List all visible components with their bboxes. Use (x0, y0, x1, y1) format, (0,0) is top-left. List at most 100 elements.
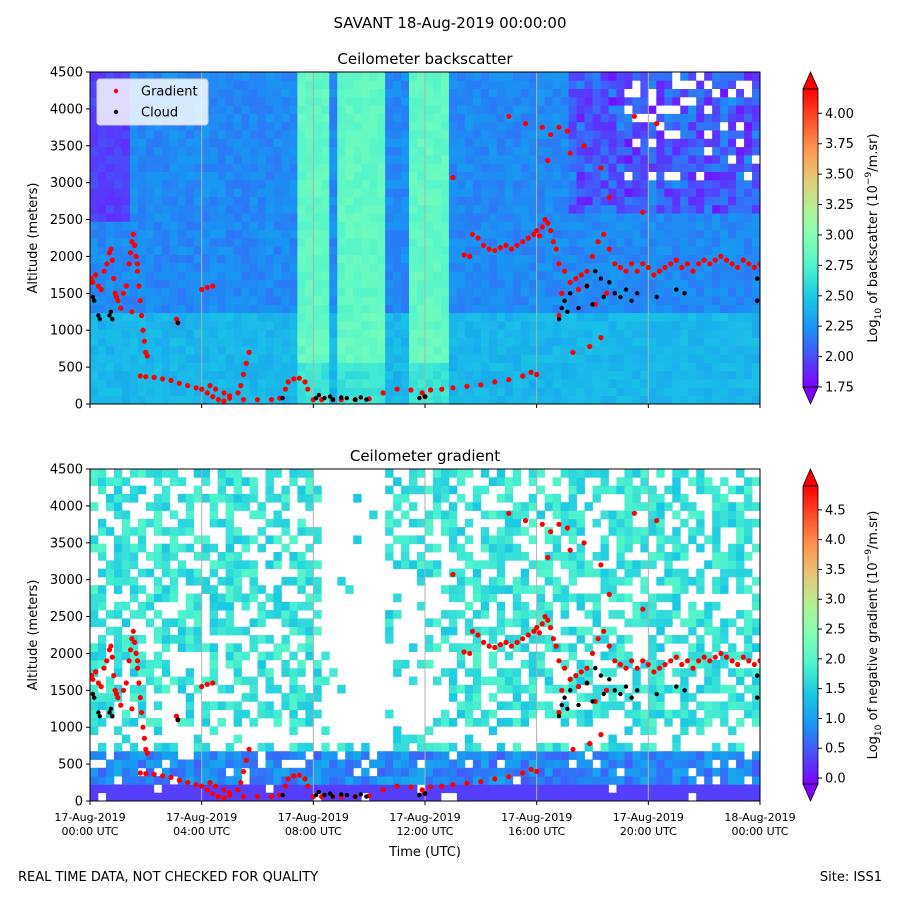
gradient-point (243, 360, 249, 366)
gradient-point (450, 571, 456, 578)
gradient-point (617, 264, 624, 271)
y-tick-label: 3500 (50, 139, 83, 154)
gradient-point (506, 377, 512, 383)
gradient-point (240, 397, 247, 403)
cloud-point (607, 280, 612, 285)
gradient-point (553, 246, 559, 252)
y-tick-label: 4500 (50, 66, 83, 81)
x-tick-time: 00:00 UTC (731, 825, 788, 838)
gradient-point (606, 246, 612, 252)
y-tick-label: 500 (58, 361, 83, 376)
gradient-point (221, 795, 227, 801)
colorbar-label: Log10 of backscatter (10−9/m.sr) (864, 133, 884, 342)
gradient-point (215, 397, 221, 403)
gradient-point (408, 784, 414, 790)
y-tick-label: 1500 (50, 287, 83, 302)
gradient-point (140, 724, 146, 730)
gradient-point (539, 124, 545, 130)
gradient-point (542, 217, 548, 223)
cloud-point (674, 287, 679, 292)
cloud-point (90, 294, 96, 300)
cloud-point (556, 714, 562, 719)
colorbar-tick-label: 2.5 (825, 623, 846, 638)
gradient-point (394, 783, 400, 789)
gradient-point (559, 687, 565, 693)
gradient-point (735, 661, 741, 668)
gradient-point (751, 661, 758, 668)
colorbar-tick-label: 1.0 (825, 712, 846, 727)
gradient-point (542, 614, 548, 620)
gradient-point (305, 783, 311, 789)
cloud-point (322, 395, 327, 401)
gradient-point (185, 383, 191, 389)
gradient-point (564, 525, 571, 531)
gradient-point (141, 338, 147, 344)
gradient-point (134, 665, 141, 671)
colorbar-tick-label: 1.5 (825, 682, 846, 697)
gradient-point (133, 253, 139, 259)
gradient-point (144, 750, 150, 756)
gradient-point (246, 746, 252, 753)
gradient-point (581, 143, 587, 149)
colorbar-tick-label: 4.5 (825, 503, 846, 518)
gradient-point (126, 261, 132, 267)
cloud-point (107, 313, 112, 318)
gradient-point (497, 642, 503, 648)
gradient-point (204, 787, 210, 793)
y-tick-label: 4500 (50, 463, 83, 478)
gradient-point (553, 643, 559, 649)
gradient-point (235, 390, 241, 396)
gradient-point (108, 246, 114, 252)
gradient-point (556, 521, 562, 527)
cloud-point (576, 702, 581, 708)
gradient-point (545, 220, 551, 226)
gradient-point (132, 639, 138, 646)
colorbar-tick-label: 4.00 (825, 107, 854, 122)
gradient-point (296, 772, 302, 778)
gradient-point (531, 231, 537, 237)
gradient-point (550, 239, 557, 245)
gradient-point (631, 510, 638, 516)
gradient-point (690, 665, 696, 671)
gradient-point (735, 264, 741, 271)
x-tick-time: 12:00 UTC (396, 825, 453, 838)
gradient-point (587, 343, 593, 350)
colorbar-gradient (803, 486, 818, 784)
gradient-point (506, 510, 512, 516)
gradient-point (536, 233, 543, 239)
gradient-point (575, 684, 582, 690)
cloud-point (559, 305, 564, 311)
gradient-point (601, 231, 607, 237)
gradient-point (204, 681, 210, 688)
gradient-point (210, 394, 216, 400)
gradient-point (213, 386, 219, 392)
colorbar-extend-max (802, 71, 819, 90)
colorbar-tick-label: 3.50 (825, 168, 854, 183)
gradient-point (506, 774, 512, 780)
gradient-point (539, 521, 545, 527)
cloud-point (635, 688, 640, 693)
cloud-point (313, 395, 319, 401)
gradient-point (90, 676, 96, 682)
gradient-point (690, 268, 696, 274)
gradient-point (757, 658, 760, 664)
y-tick-label: 1000 (50, 721, 83, 736)
gradient-point (108, 643, 114, 649)
cloud-point (618, 294, 623, 300)
cloud-point (755, 695, 760, 700)
marker-layer (90, 113, 760, 404)
gradient-point (539, 224, 545, 230)
gradient-point (134, 261, 141, 267)
gradient-point (746, 261, 752, 267)
y-tick-label: 4000 (50, 102, 83, 117)
gradient-point (701, 654, 707, 660)
cloud-point (364, 794, 369, 799)
backscatter-panel: Ceilometer backscatter 0 500 1000 1500 2000 25… (26, 50, 884, 413)
cloud-point (364, 397, 369, 402)
cloud-point (353, 794, 358, 799)
gradient-point (723, 654, 730, 660)
gradient-point (651, 669, 657, 675)
gradient-point (606, 194, 612, 200)
gradient-point (654, 518, 660, 524)
gradient-point (213, 783, 219, 789)
